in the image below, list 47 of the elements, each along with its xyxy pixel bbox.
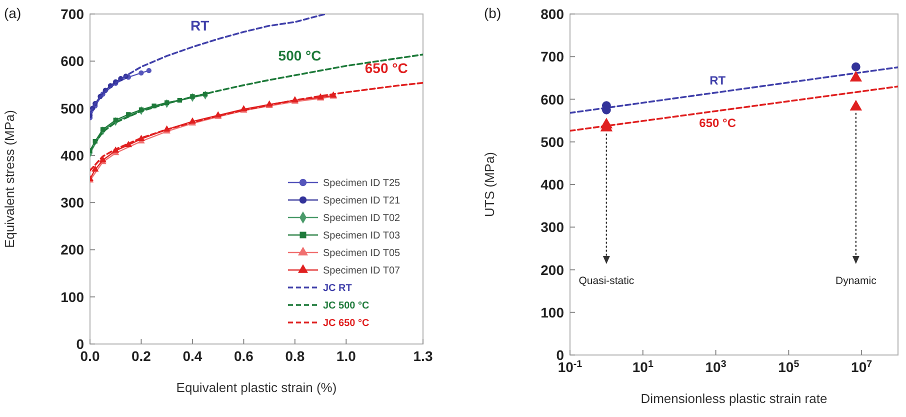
x-tick-label: 1.0	[336, 348, 356, 364]
y-tick-label: 600	[60, 53, 84, 70]
x-tick-label: 10$^{7}$	[851, 358, 873, 375]
y-tick-label: 500	[60, 100, 84, 116]
y-tick-label: 400	[60, 147, 84, 164]
x-axis-title: Equivalent plastic strain (%)	[176, 380, 337, 395]
y-tick-label: 700	[540, 48, 564, 65]
y-tick-label: 100	[540, 304, 564, 320]
x-tick-label: 1.3	[413, 348, 433, 364]
y-tick-label: 300	[60, 194, 84, 211]
chart-title: (a)	[4, 5, 22, 21]
legend-label: Specimen ID T05	[323, 248, 401, 259]
legend-label: Specimen ID T21	[323, 196, 401, 206]
annotation: RT	[190, 18, 210, 34]
legend-label: Specimen ID T02	[323, 213, 401, 224]
y-tick-label: 100	[60, 288, 84, 305]
y-tick-label: 200	[60, 242, 84, 258]
y-tick-label: 500	[540, 134, 564, 150]
x-tick-label: 10$^{3}$	[705, 358, 727, 375]
legend-label: JC 500 °C	[323, 300, 370, 312]
x-tick-label: 0.8	[285, 348, 305, 364]
legend-label: Specimen ID T07	[323, 266, 401, 276]
x-tick-label: 10$^{1}$	[632, 358, 654, 375]
legend-label: Specimen ID T03	[323, 230, 401, 242]
y-axis-title: Equivalent stress (MPa)	[2, 110, 17, 248]
annotation: 650 °C	[364, 60, 408, 76]
x-tick-label: 0.4	[182, 348, 202, 364]
legend-label: Specimen ID T25	[323, 178, 401, 189]
x-tick-label: 0.2	[131, 348, 152, 364]
y-tick-label: 300	[540, 219, 564, 236]
y-tick-label: 400	[540, 176, 564, 192]
x-tick-label: 10$^{5}$	[778, 358, 800, 375]
y-tick-label: 600	[540, 91, 564, 108]
legend-label: JC 650 °C	[323, 318, 370, 329]
y-tick-label: 700	[60, 6, 84, 22]
series-label: 650 °C	[699, 116, 736, 130]
annotation: 500 °C	[278, 47, 322, 64]
y-tick-label: 800	[540, 6, 564, 22]
series-label: RT	[710, 73, 726, 88]
chart-title: (b)	[484, 5, 502, 21]
legend-label: JC RT	[323, 283, 352, 294]
y-axis-title: UTS (MPa)	[482, 152, 497, 217]
annotation: Quasi-static	[578, 274, 634, 287]
x-tick-label: 0.6	[234, 348, 254, 364]
x-axis-title: Dimensionless plastic strain rate	[640, 391, 828, 406]
annotation: Dynamic	[835, 274, 876, 287]
y-tick-label: 200	[540, 262, 564, 278]
